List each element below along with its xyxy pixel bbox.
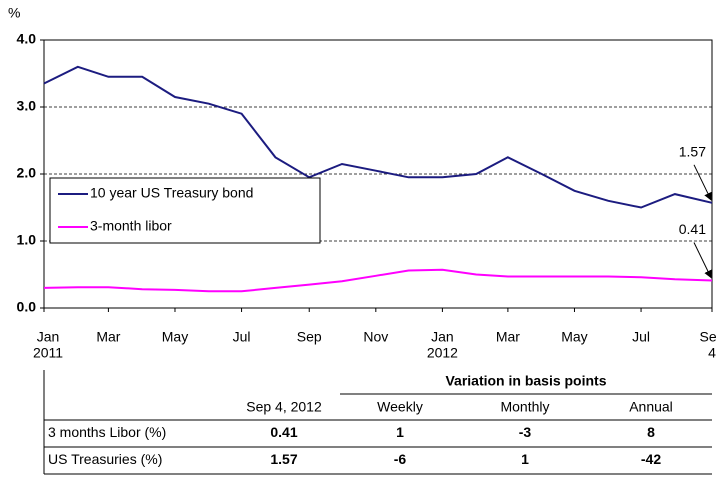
x-tick-label: Jul bbox=[233, 329, 251, 345]
table-cell: 8 bbox=[647, 424, 655, 440]
legend-label: 10 year US Treasury bond bbox=[90, 185, 253, 201]
x-tick-label: Mar bbox=[96, 329, 120, 345]
annotation: 0.41 bbox=[679, 221, 706, 237]
x-tick-sublabel: 4 bbox=[708, 345, 716, 361]
group-header: Variation in basis points bbox=[445, 373, 606, 389]
annotation-arrow bbox=[693, 242, 712, 279]
x-tick-label: Nov bbox=[363, 329, 388, 345]
table-cell: -42 bbox=[641, 451, 661, 467]
x-tick-label: Mar bbox=[496, 329, 520, 345]
table-cell: 1.57 bbox=[270, 451, 297, 467]
legend-box bbox=[49, 177, 321, 244]
table-cell: 1 bbox=[521, 451, 529, 467]
x-tick-label: Sep bbox=[297, 329, 322, 345]
column-header: Weekly bbox=[377, 399, 423, 415]
legend-label: 3-month libor bbox=[90, 218, 172, 234]
y-tick-label: 3.0 bbox=[17, 98, 37, 114]
column-header: Monthly bbox=[500, 399, 549, 415]
table-cell: 1 bbox=[396, 424, 404, 440]
y-tick-label: 4.0 bbox=[17, 31, 37, 47]
x-tick-label: Jan bbox=[37, 329, 60, 345]
x-tick-label: Jan bbox=[431, 329, 454, 345]
x-tick-label: May bbox=[561, 329, 587, 345]
table-cell: 0.41 bbox=[270, 424, 297, 440]
row-label: US Treasuries (%) bbox=[48, 451, 162, 467]
annotation: 1.57 bbox=[679, 144, 706, 160]
x-tick-sublabel: 2012 bbox=[427, 345, 458, 361]
x-tick-label: Jul bbox=[632, 329, 650, 345]
x-tick-label: May bbox=[162, 329, 188, 345]
series-line bbox=[43, 65, 713, 209]
annotation-arrow bbox=[693, 164, 712, 201]
x-tick-sublabel: 2011 bbox=[33, 345, 63, 361]
x-tick-label: Sep bbox=[700, 329, 716, 345]
series-line bbox=[43, 268, 713, 293]
table-cell: -3 bbox=[519, 424, 532, 440]
y-tick-label: 0.0 bbox=[17, 299, 37, 315]
column-header: Sep 4, 2012 bbox=[246, 399, 322, 415]
table-cell: -6 bbox=[394, 451, 407, 467]
column-header: Annual bbox=[629, 399, 673, 415]
y-unit: % bbox=[8, 5, 20, 21]
y-tick-label: 1.0 bbox=[17, 232, 37, 248]
row-label: 3 months Libor (%) bbox=[48, 424, 166, 440]
y-tick-label: 2.0 bbox=[17, 165, 37, 181]
